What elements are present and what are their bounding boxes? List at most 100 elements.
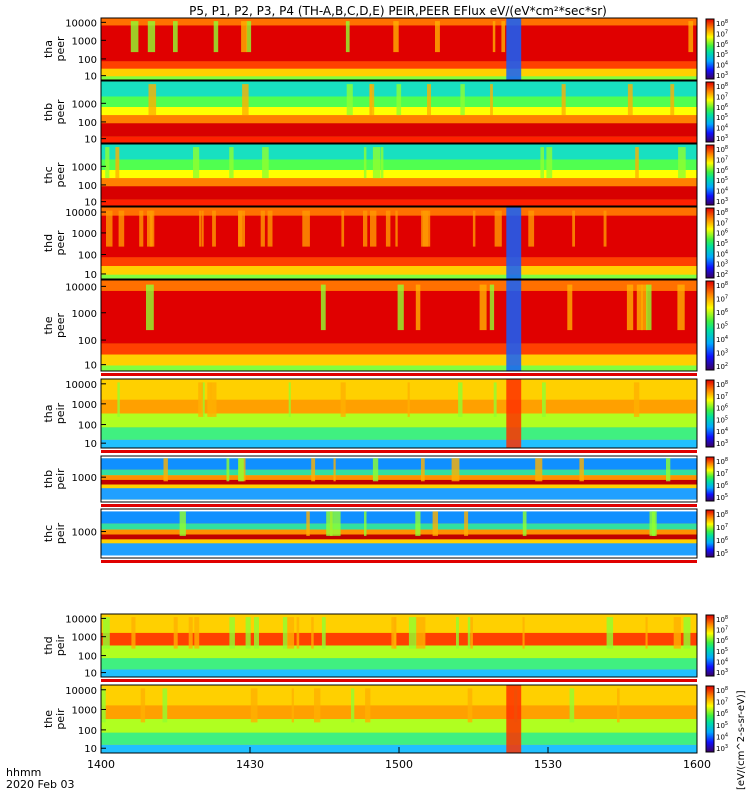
flux-feature [422,210,431,247]
x-unit-label: hhmm [6,766,41,779]
flux-feature [393,21,399,53]
x-tick-label: 1400 [87,758,115,771]
flux-feature [673,617,681,649]
flux-feature [363,147,367,179]
colorbar [705,144,715,206]
flux-feature [395,210,398,247]
colorbar-tick-label: 106 [716,166,728,175]
species-label: peer [54,99,67,125]
energy-band [101,170,697,179]
flux-feature [540,147,544,179]
colorbar-tick-label: 103 [716,668,728,677]
colorbar-exponent: 6 [725,636,728,642]
x-tick-label: 1530 [534,758,562,771]
flux-feature [302,210,310,247]
energy-band [101,123,697,137]
colorbar-tick-label: 102 [716,270,728,279]
flux-feature [245,617,251,649]
event-marker [506,280,522,371]
energy-band [101,61,697,69]
colorbar-exponent: 6 [725,103,728,109]
flux-feature [606,617,614,649]
probe-label: tha [42,40,55,58]
colorbar-exponent: 3 [725,668,728,674]
energy-band [101,136,697,143]
probe-label: thb [42,470,55,488]
panel-gap-stripe [101,560,697,563]
colorbar-exponent: 5 [725,549,728,555]
colorbar-tick-label: 108 [716,457,728,466]
energy-band [101,658,697,670]
colorbar-exponent: 3 [725,197,728,203]
flux-feature [201,210,204,247]
y-tick-label: 10 [84,270,97,281]
colorbar-exponent: 7 [725,92,728,98]
flux-feature [569,688,575,723]
flux-feature [636,284,643,331]
y-tick-label: 1000 [72,705,97,716]
flux-feature [311,617,314,649]
colorbar-tick-label: 105 [716,239,728,248]
energy-band [101,76,697,80]
flux-feature [635,147,639,179]
colorbar-tick-label: 108 [716,19,728,28]
panel-frame [100,455,698,503]
colorbar-tick-label: 105 [716,415,728,424]
panel-gap [101,559,697,613]
colorbar-exponent: 5 [725,415,728,421]
y-tick-label: 100 [78,726,97,737]
colorbar-tick-label: 105 [716,113,728,122]
species-label: peir [54,468,67,490]
event-marker [506,379,522,448]
colorbar-tick-label: 106 [716,404,728,413]
energy-band [101,379,697,400]
flux-feature [314,688,321,723]
flux-feature [118,210,125,247]
x-date-label: 2020 Feb 03 [6,778,74,791]
flux-feature [641,284,648,331]
figure-title: P5, P1, P2, P3, P4 (TH-A,B,C,D,E) PEIR,P… [189,4,607,18]
colorbar-exponent: 7 [725,29,728,35]
colorbar-exponent: 5 [725,176,728,182]
energy-band [101,18,697,26]
flux-feature [199,210,202,247]
flux-feature [522,511,527,536]
colorbar-tick-label: 103 [716,197,728,206]
flux-feature [341,210,345,247]
colorbar-tick-label: 106 [716,536,728,545]
colorbar [705,614,715,677]
panel-thc-peir: 1000 thc peir 108 107 106 105 [42,508,728,559]
probe-label: thd [42,234,55,252]
energy-band [101,469,697,476]
flux-feature [626,284,634,331]
panel-frame [100,206,698,280]
y-tick-label: 100 [78,55,97,66]
colorbar [705,509,715,558]
colorbar-exponent: 5 [725,647,728,653]
flux-feature [287,617,295,649]
flux-feature [415,617,424,649]
flux-feature [130,21,139,53]
flux-feature [435,21,440,53]
flux-feature [369,84,375,116]
colorbar [705,280,715,371]
energy-band [101,199,697,206]
energy-band [101,705,697,719]
flux-feature [670,84,675,116]
y-tick-label: 10 [84,439,97,450]
flux-feature [603,210,607,247]
colorbar-tick-label: 103 [716,744,728,753]
flux-feature [561,84,566,116]
flux-feature [241,21,248,53]
flux-feature [162,688,168,723]
colorbar-tick-label: 108 [716,380,728,389]
colorbar [705,207,715,279]
energy-band [101,499,697,502]
colorbar-tick-label: 104 [716,249,728,258]
flux-feature [173,617,178,649]
time-axis: 1400 1430 1500 1530 1600 [87,747,711,771]
colorbar-exponent: 6 [725,481,728,487]
